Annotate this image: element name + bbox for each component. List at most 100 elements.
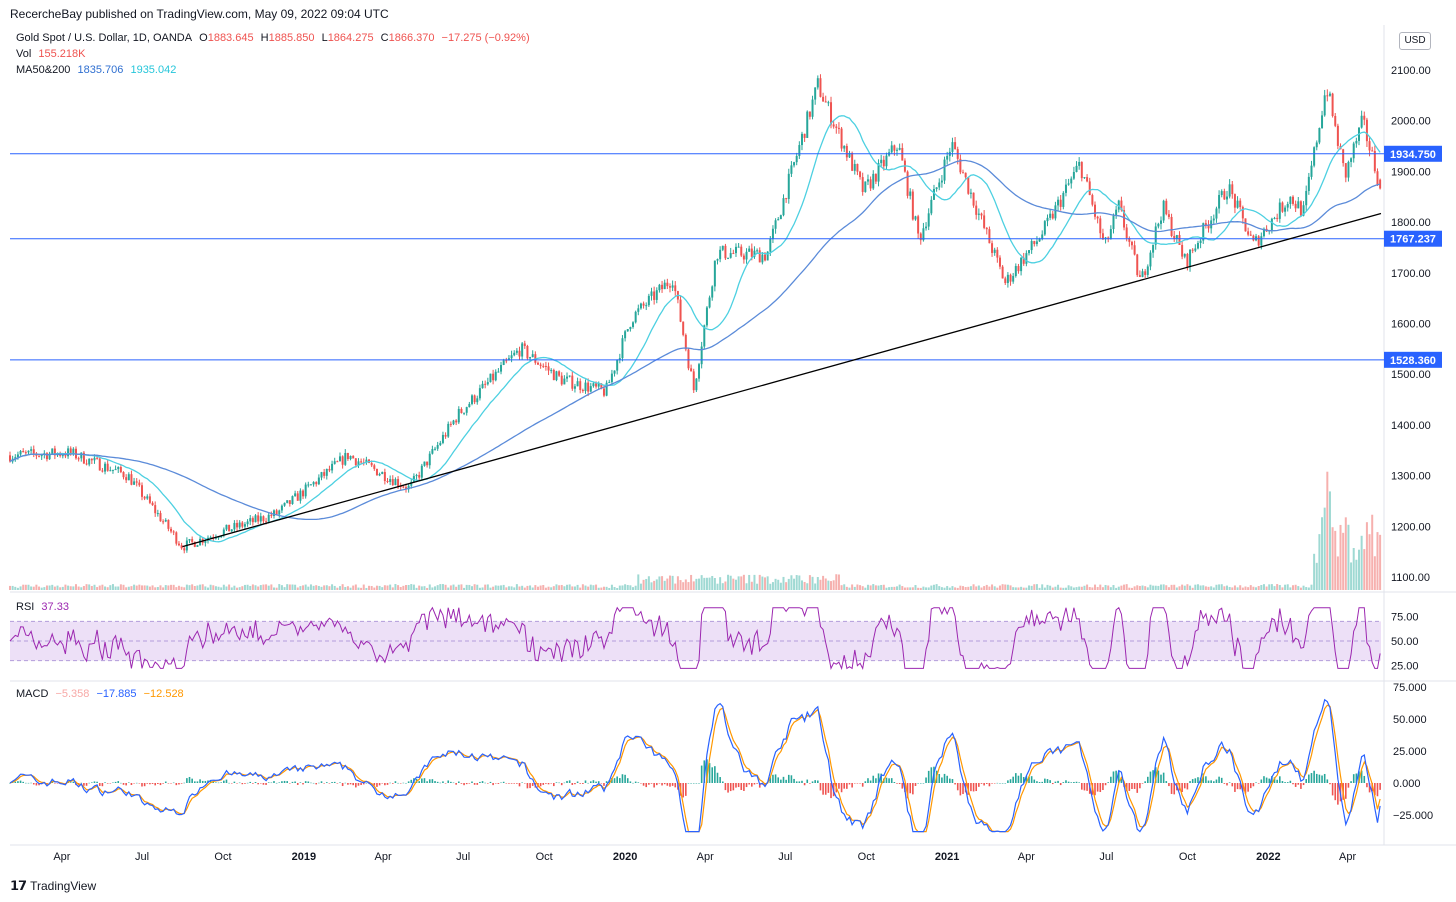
candle-body xyxy=(951,142,954,152)
volume-bar xyxy=(119,584,122,590)
candle-body xyxy=(1278,202,1281,219)
candle-body xyxy=(972,192,975,206)
macd-histogram-bar xyxy=(1292,783,1294,785)
candle-body xyxy=(861,177,864,192)
candle-body xyxy=(133,481,136,485)
candle-body xyxy=(552,369,555,381)
candle-body xyxy=(624,331,627,339)
candle-body xyxy=(816,78,819,88)
macd-histogram-bar xyxy=(1205,776,1207,783)
volume-bar xyxy=(700,575,703,590)
volume-bar xyxy=(1012,587,1015,590)
volume-bar xyxy=(550,587,553,590)
macd-histogram-bar xyxy=(634,781,637,783)
candle-body xyxy=(1138,275,1141,277)
candle-body xyxy=(114,469,117,471)
candle-body xyxy=(1115,209,1118,216)
macd-histogram-bar xyxy=(270,782,273,784)
candle-body xyxy=(750,248,753,257)
volume-bar xyxy=(122,584,125,590)
volume-bar xyxy=(138,584,141,590)
candle-body xyxy=(1183,254,1186,257)
macd-histogram-bar xyxy=(302,783,304,785)
macd-histogram-bar xyxy=(571,783,574,785)
candle-body xyxy=(489,373,492,383)
candle-body xyxy=(798,145,801,156)
macd-histogram-bar xyxy=(983,783,985,786)
candle-body xyxy=(705,307,708,326)
candle-body xyxy=(143,496,146,499)
macd-histogram-bar xyxy=(721,781,724,783)
candle-body xyxy=(140,485,143,497)
macd-histogram-bar xyxy=(682,783,684,798)
volume-bar xyxy=(507,586,510,590)
price-tick-label: 1600.00 xyxy=(1391,319,1431,331)
candle-body xyxy=(1204,223,1207,226)
candle-body xyxy=(1286,204,1289,208)
volume-bar xyxy=(143,585,146,590)
macd-histogram-bar xyxy=(233,781,236,783)
candle-body xyxy=(998,257,1001,267)
volume-bar xyxy=(270,584,273,590)
volume-bar xyxy=(558,585,561,590)
volume-bar xyxy=(629,585,632,590)
candle-body xyxy=(418,475,421,478)
macd-value: −17.885 xyxy=(96,688,137,700)
time-tick-label: Oct xyxy=(214,851,231,863)
volume-bar xyxy=(486,584,489,590)
macd-histogram-bar xyxy=(523,783,526,784)
candle-body xyxy=(51,448,54,454)
volume-bar xyxy=(476,584,479,590)
candle-body xyxy=(756,250,759,252)
macd-histogram-bar xyxy=(611,778,613,783)
volume-bar xyxy=(1371,514,1374,590)
candle-body xyxy=(666,282,669,287)
volume-bar xyxy=(951,586,954,590)
candle-body xyxy=(19,450,22,455)
candle-body xyxy=(1035,241,1038,245)
volume-bar xyxy=(497,585,500,590)
candle-body xyxy=(1022,257,1025,264)
footer-logo-text: TradingView xyxy=(30,879,97,893)
volume-bar xyxy=(404,585,407,590)
footer-brand[interactable]: 𝟭𝟳 TradingView xyxy=(10,878,96,894)
macd-histogram-bar xyxy=(978,783,980,787)
macd-histogram-bar xyxy=(980,783,983,784)
candle-body xyxy=(935,187,938,189)
time-tick-label: Jul xyxy=(135,851,149,863)
currency-button[interactable]: USD xyxy=(1399,32,1431,50)
macd-histogram-bar xyxy=(1350,781,1352,783)
macd-histogram-bar xyxy=(700,765,703,783)
macd-histogram-bar xyxy=(890,778,893,783)
macd-histogram-bar xyxy=(666,783,669,786)
volume-bar xyxy=(782,576,785,590)
candle-body xyxy=(634,311,637,323)
candle-body xyxy=(349,456,352,460)
candle-body xyxy=(864,181,867,192)
macd-histogram-bar xyxy=(135,782,138,784)
macd-histogram-bar xyxy=(1191,779,1194,783)
candle-body xyxy=(1054,205,1057,219)
candle-body xyxy=(991,243,994,253)
candle-body xyxy=(536,362,539,365)
volume-bar xyxy=(903,587,906,590)
time-tick-label: Apr xyxy=(375,851,392,863)
candle-body xyxy=(983,215,986,228)
volume-bar xyxy=(552,586,555,590)
candle-body xyxy=(650,291,653,296)
candle-body xyxy=(621,338,624,359)
volume-bar xyxy=(906,587,909,590)
volume-bar xyxy=(220,587,223,590)
volume-bar xyxy=(304,584,307,590)
macd-histogram-bar xyxy=(1257,783,1260,784)
price-tick-label: 1300.00 xyxy=(1391,471,1431,483)
volume-bar xyxy=(811,576,814,590)
macd-histogram-bar xyxy=(1139,783,1141,789)
candle-body xyxy=(827,102,830,104)
volume-bar xyxy=(262,584,265,590)
macd-histogram-bar xyxy=(434,781,436,783)
candle-body xyxy=(938,182,941,188)
candle-body xyxy=(1299,201,1302,216)
